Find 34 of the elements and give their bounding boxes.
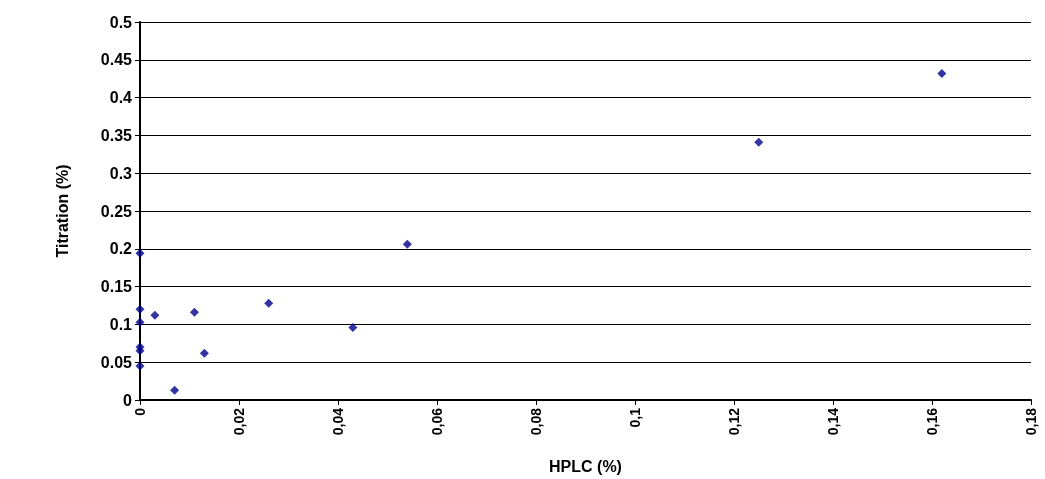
x-tick-label: 0,08 (528, 407, 544, 436)
x-tick-label: 0,06 (429, 407, 445, 436)
y-tick-label: 0.25 (100, 202, 133, 220)
x-axis-title: HPLC (%) (549, 457, 622, 475)
point (264, 298, 274, 308)
y-tick-label: 0.1 (109, 315, 133, 333)
x-tick-label: 0,1 (627, 407, 643, 428)
point (189, 307, 199, 317)
y-tick-label: 0.3 (109, 164, 133, 182)
point (199, 348, 209, 358)
point (937, 68, 947, 78)
x-tick-label: 0 (132, 407, 148, 416)
x-tick-label: 0,16 (924, 407, 940, 436)
y-tick-label: 0.5 (109, 13, 133, 31)
x-tick-label: 0,18 (1023, 407, 1039, 436)
x-tick-label: 0,14 (825, 407, 841, 436)
point (135, 304, 145, 314)
y-tick-label: 0.4 (109, 89, 133, 107)
x-tick-label: 0,04 (330, 407, 346, 436)
y-tick-label: 0 (123, 391, 133, 409)
x-tick-label: 0,02 (231, 407, 247, 436)
y-tick-label: 0.35 (100, 126, 133, 144)
x-tick-label: 0,12 (726, 407, 742, 436)
point (135, 346, 145, 356)
point (170, 385, 180, 395)
y-tick-label: 0.2 (109, 240, 133, 258)
y-tick-label: 0.45 (100, 51, 133, 69)
point (754, 137, 764, 147)
point (402, 239, 412, 249)
point (150, 310, 160, 320)
y-tick-label: 0.05 (100, 353, 133, 371)
y-tick-label: 0.15 (100, 278, 133, 296)
y-axis-title: Titration (%) (53, 164, 71, 258)
point (348, 322, 358, 332)
